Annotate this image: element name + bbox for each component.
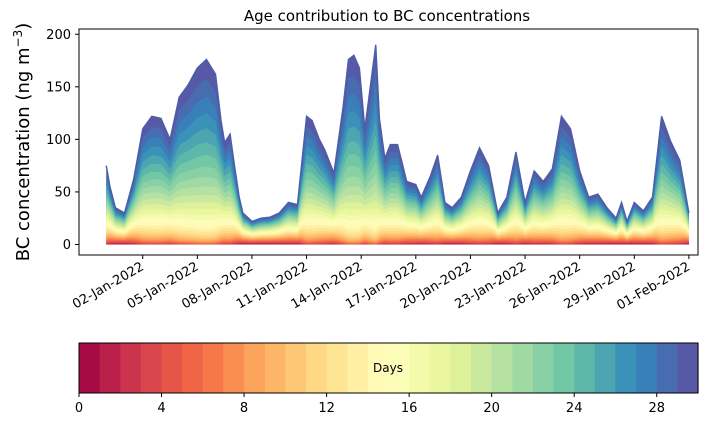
colorbar-cell	[532, 343, 555, 393]
x-axis: 02-Jan-202205-Jan-202208-Jan-202211-Jan-…	[70, 255, 693, 313]
y-axis-label: BC concentration (ng m−3)	[11, 23, 34, 262]
colorbar-cell	[450, 343, 472, 393]
colorbar-cell	[429, 343, 451, 393]
colorbar-cell	[471, 343, 493, 393]
y-tick-label: 0	[63, 238, 71, 253]
colorbar-cell	[367, 343, 390, 393]
stacked-area-layers	[105, 44, 690, 245]
colorbar-cell	[120, 343, 142, 393]
colorbar-tick-label: 0	[75, 401, 83, 416]
y-tick-label: 150	[46, 80, 71, 95]
colorbar-cell	[512, 343, 534, 393]
colorbar-cell	[264, 343, 286, 393]
colorbar-cell	[161, 343, 183, 393]
colorbar-cell	[615, 343, 637, 393]
colorbar-cell	[99, 343, 121, 393]
colorbar-cell	[388, 343, 410, 393]
y-tick-label: 100	[46, 133, 71, 148]
colorbar-cell	[244, 343, 266, 393]
colorbar	[79, 343, 699, 393]
y-axis-label-superscript: −3	[11, 30, 25, 48]
colorbar-cell	[182, 343, 204, 393]
colorbar-label: Days	[373, 361, 403, 375]
y-axis: 0 50 100 150 200	[46, 28, 79, 253]
colorbar-cell	[656, 343, 678, 393]
colorbar-cell	[594, 343, 617, 393]
colorbar-cell	[677, 343, 699, 393]
colorbar-tick-label: 4	[157, 401, 165, 416]
total-envelope-line	[105, 44, 690, 224]
colorbar-cell	[347, 343, 369, 393]
colorbar-cell	[574, 343, 596, 393]
colorbar-axis: 0 4 8 12 16 20 24 28	[75, 393, 665, 416]
colorbar-cell	[553, 343, 575, 393]
colorbar-tick-label: 24	[566, 401, 583, 416]
colorbar-cell	[409, 343, 431, 393]
colorbar-cell	[223, 343, 245, 393]
y-axis-label-tail: )	[13, 23, 34, 30]
colorbar-cell	[140, 343, 163, 393]
colorbar-cell	[491, 343, 513, 393]
colorbar-cell	[305, 343, 328, 393]
plot-frame	[78, 28, 699, 256]
chart-title: Age contribution to BC concentrations	[244, 7, 530, 25]
colorbar-tick-label: 12	[318, 401, 335, 416]
colorbar-tick-label: 16	[401, 401, 418, 416]
colorbar-tick-label: 8	[240, 401, 248, 416]
y-axis-label-main: BC concentration (ng m	[13, 47, 34, 261]
colorbar-cell	[636, 343, 658, 393]
colorbar-cell	[285, 343, 307, 393]
colorbar-cell	[326, 343, 348, 393]
y-tick-label: 200	[46, 28, 71, 43]
colorbar-cell	[202, 343, 225, 393]
colorbar-cell	[79, 343, 101, 393]
colorbar-tick-label: 28	[648, 401, 665, 416]
y-tick-label: 50	[54, 185, 71, 200]
colorbar-tick-label: 20	[483, 401, 500, 416]
colorbar-frame	[78, 342, 699, 394]
